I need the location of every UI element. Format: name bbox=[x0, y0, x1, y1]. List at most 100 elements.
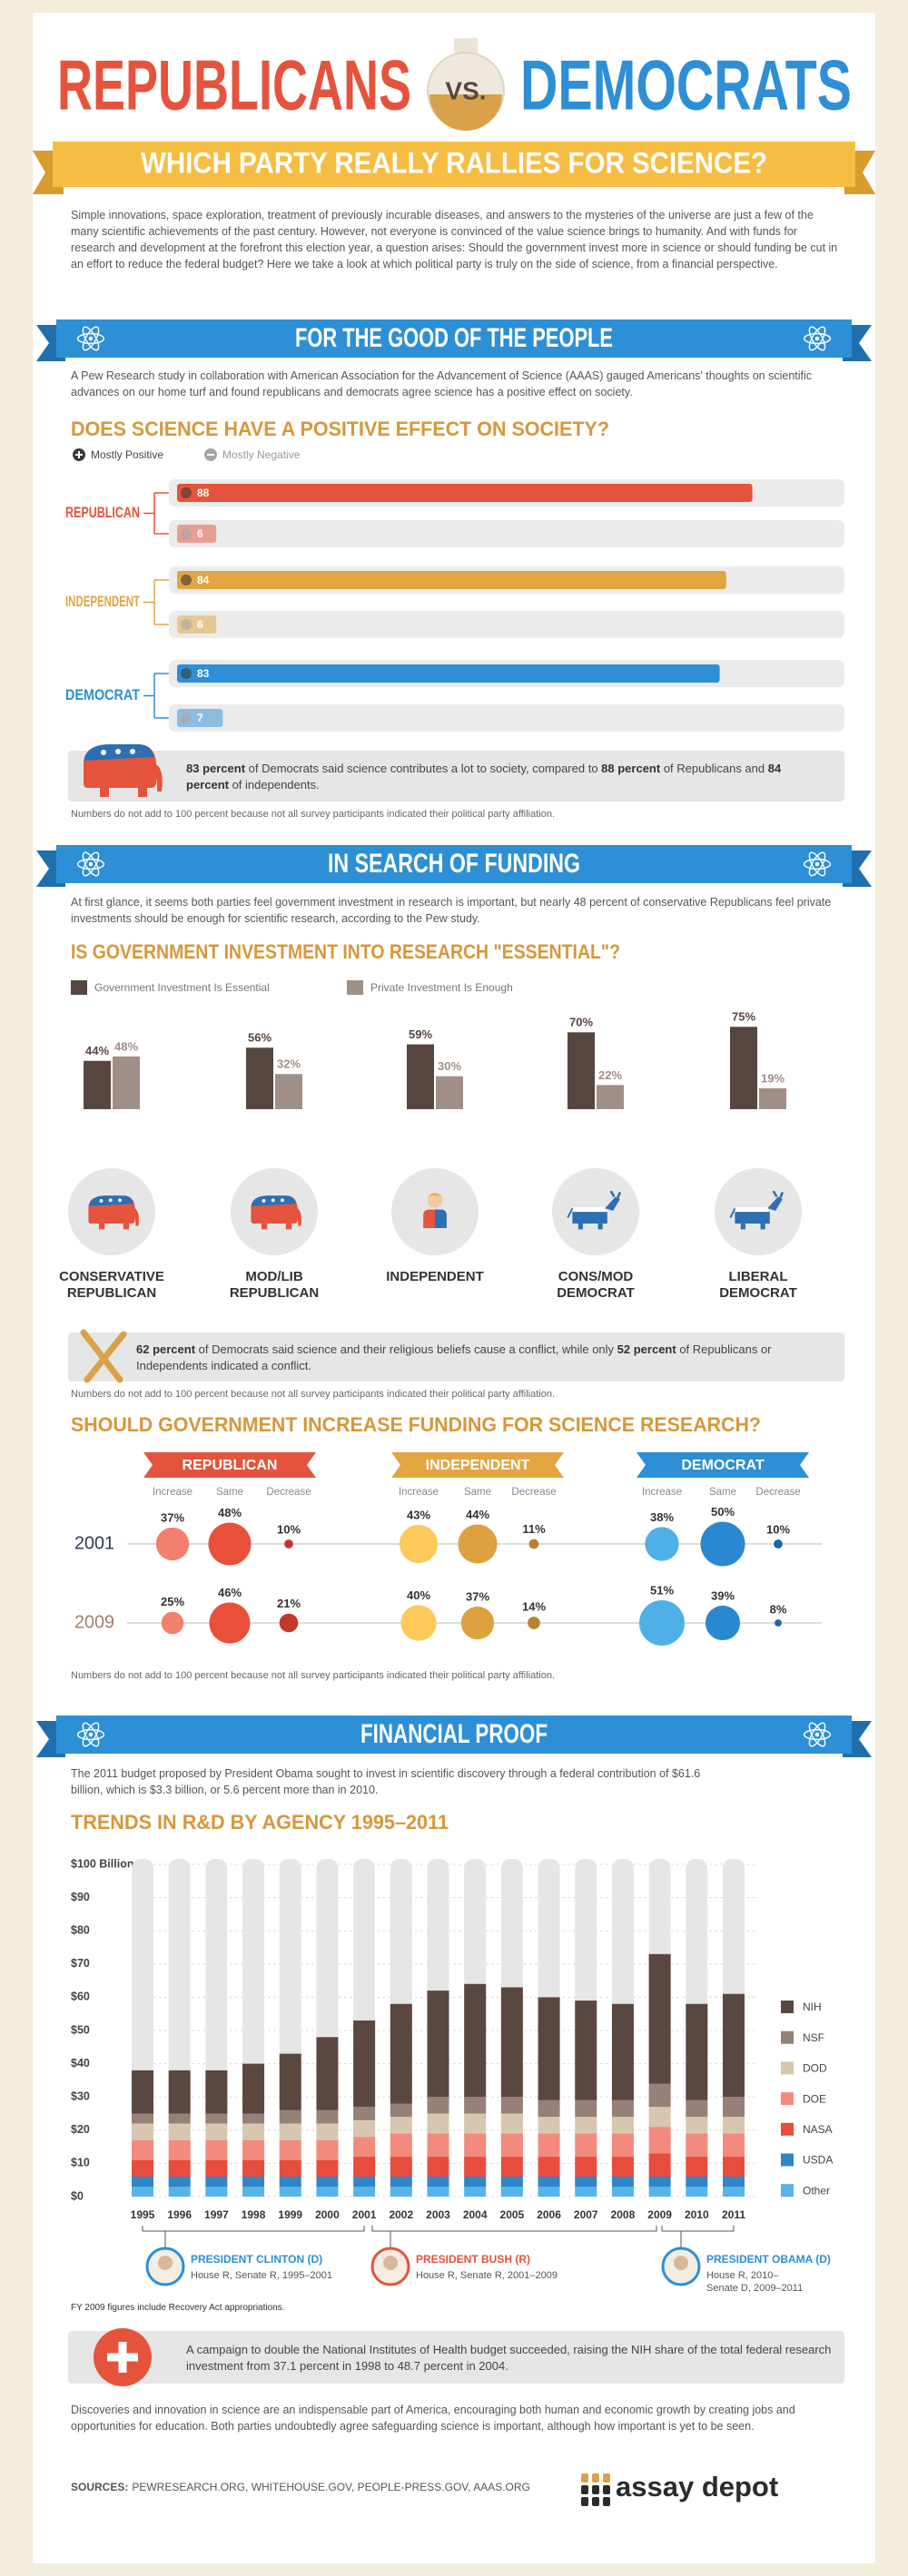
president-detail: House R, Senate R, 1995–2001 bbox=[191, 2270, 332, 2281]
portrait-face bbox=[383, 2256, 398, 2270]
bar-segment bbox=[427, 2113, 449, 2134]
bubble bbox=[458, 1524, 498, 1564]
value-label: 39% bbox=[711, 1588, 735, 1602]
bubble bbox=[399, 1524, 439, 1564]
value-label: 21% bbox=[277, 1597, 301, 1610]
bar-segment bbox=[168, 2177, 191, 2188]
bar-segment bbox=[611, 2187, 634, 2197]
bar-segment bbox=[538, 2099, 560, 2118]
subtitle: WHICH PARTY REALLY RALLIES FOR SCIENCE? bbox=[141, 146, 767, 179]
flask-liquid bbox=[429, 94, 502, 131]
bar-segment bbox=[353, 2177, 376, 2188]
bar-segment bbox=[316, 2159, 339, 2178]
bar-segment bbox=[648, 2153, 671, 2178]
value-label: 32% bbox=[277, 1057, 301, 1071]
fy-note: FY 2009 figures include Recovery Act app… bbox=[71, 2303, 285, 2313]
bar-segment bbox=[279, 2123, 301, 2140]
y-tick-label: $60 bbox=[71, 1991, 90, 2003]
bar bbox=[407, 1044, 434, 1109]
value-label: 56% bbox=[248, 1031, 271, 1045]
bar-segment bbox=[205, 2177, 228, 2188]
value-label: 30% bbox=[438, 1059, 461, 1073]
x-tick-label: 1995 bbox=[131, 2208, 155, 2221]
value-label: 43% bbox=[407, 1508, 430, 1521]
bubble bbox=[705, 1605, 741, 1641]
value-label: 22% bbox=[598, 1068, 622, 1082]
bar-segment bbox=[316, 2109, 339, 2124]
x-tick-label: 2005 bbox=[500, 2208, 525, 2221]
category-label: REPUBLICAN bbox=[65, 504, 140, 521]
closing: Discoveries and innovation in science ar… bbox=[71, 2404, 795, 2433]
bar-segment bbox=[316, 2037, 339, 2110]
y-tick-label: $40 bbox=[71, 2057, 90, 2070]
banner-title: FINANCIAL PROOF bbox=[360, 1719, 548, 1749]
legend-swatch bbox=[71, 980, 87, 995]
intro: Simple innovations, space exploration, t… bbox=[71, 209, 838, 270]
section-text: The 2011 budget proposed by President Ob… bbox=[71, 1767, 701, 1796]
column-label: Increase bbox=[153, 1487, 192, 1498]
bar-segment bbox=[723, 2117, 745, 2134]
legend-label: NSF bbox=[803, 2031, 824, 2044]
callout-strong: 88 percent bbox=[601, 762, 661, 775]
column-label: Same bbox=[464, 1487, 491, 1498]
bar-segment bbox=[575, 2099, 597, 2118]
legend-swatch bbox=[781, 2030, 794, 2044]
bar-segment bbox=[132, 2139, 153, 2160]
bar-segment bbox=[316, 2139, 339, 2160]
value-label: 50% bbox=[711, 1505, 735, 1519]
bar-segment bbox=[168, 2113, 191, 2124]
legend-label: USDA bbox=[803, 2154, 833, 2167]
bar bbox=[177, 571, 726, 589]
era-bracket bbox=[661, 2226, 735, 2247]
portrait-face bbox=[674, 2256, 688, 2270]
bar-segment bbox=[279, 2187, 301, 2197]
bar-icon bbox=[181, 668, 192, 679]
y-tick-label: $30 bbox=[71, 2089, 90, 2102]
legend-swatch bbox=[781, 2184, 794, 2197]
bubble bbox=[700, 1521, 745, 1567]
president-name: PRESIDENT CLINTON (D) bbox=[191, 2253, 322, 2266]
bar-segment bbox=[242, 2113, 265, 2124]
bar-icon bbox=[181, 713, 192, 723]
bar-segment bbox=[390, 2133, 412, 2158]
callout: 83 percent of Democrats said science con… bbox=[186, 761, 822, 793]
category-label: CONS/MOD DEMOCRAT bbox=[557, 1269, 635, 1301]
bar-segment bbox=[538, 2177, 560, 2188]
value-label: 59% bbox=[409, 1027, 432, 1041]
group-label: INDEPENDENT bbox=[426, 1458, 530, 1473]
x-tick-label: 2001 bbox=[352, 2208, 377, 2221]
cross-icon bbox=[80, 1329, 127, 1383]
bar-segment bbox=[205, 2187, 228, 2197]
bar-segment bbox=[500, 1987, 523, 2098]
value-label: 8% bbox=[770, 1603, 787, 1617]
bar-segment bbox=[168, 2187, 191, 2197]
bar-segment bbox=[575, 2177, 597, 2188]
bar-segment bbox=[464, 1983, 487, 2098]
subtitle-ribbon bbox=[53, 142, 855, 187]
y-tick-label: $70 bbox=[71, 1957, 90, 1970]
bar-segment bbox=[279, 2053, 301, 2110]
bar-segment bbox=[242, 2123, 265, 2140]
logo-mark bbox=[603, 2497, 610, 2506]
callout-text: of independents. bbox=[228, 778, 320, 791]
bar bbox=[177, 484, 753, 502]
legend-label: DOE bbox=[803, 2092, 826, 2105]
bar-segment bbox=[242, 2177, 265, 2188]
bar-segment bbox=[132, 2159, 153, 2178]
bar-segment bbox=[575, 2187, 597, 2197]
bar bbox=[597, 1085, 624, 1109]
banner-title: FOR THE GOOD OF THE PEOPLE bbox=[295, 323, 613, 353]
value-label: 48% bbox=[218, 1506, 242, 1519]
x-tick-label: 2008 bbox=[611, 2208, 636, 2221]
bar-segment bbox=[316, 2177, 339, 2188]
x-tick-label: 2000 bbox=[315, 2208, 340, 2221]
bar-segment bbox=[723, 2157, 745, 2178]
bar-segment bbox=[353, 2119, 376, 2138]
y-tick-label: $50 bbox=[71, 2023, 90, 2036]
bar-segment bbox=[353, 2107, 376, 2120]
callout-strong: 84 percent bbox=[186, 762, 782, 791]
x-tick-label: 2003 bbox=[426, 2208, 450, 2221]
bar-segment bbox=[723, 2177, 745, 2188]
bubble bbox=[645, 1527, 679, 1561]
bar-segment bbox=[723, 2187, 745, 2197]
